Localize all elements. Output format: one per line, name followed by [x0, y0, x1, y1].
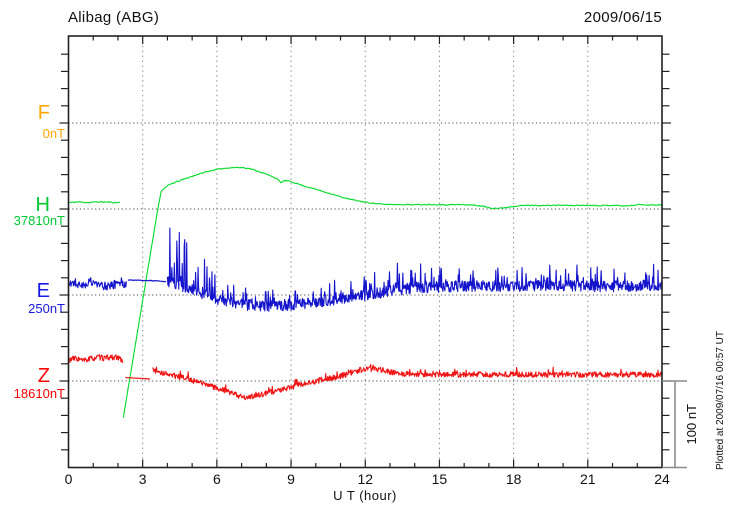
- x-tick-label: 0: [64, 471, 73, 487]
- channel-baseline-H: 37810nT: [13, 213, 65, 228]
- plot-date: 2009/06/15: [583, 9, 662, 26]
- trace-Z: [125, 376, 151, 380]
- channel-letter-Z: Z: [37, 365, 50, 387]
- x-tick-label: 21: [580, 471, 596, 487]
- x-tick-label: 9: [287, 471, 295, 487]
- scale-bar: 100 nT: [662, 380, 699, 469]
- trace-E: [166, 227, 663, 312]
- plotted-at-note: Plotted at 2009/07/16 00:57 UT: [715, 331, 726, 470]
- trace-E: [67, 277, 127, 291]
- channel-baseline-F: 0nT: [42, 126, 65, 141]
- trace-H: [122, 166, 662, 418]
- x-tick-label: 12: [357, 471, 374, 487]
- x-tick-label: 24: [654, 471, 670, 487]
- x-tick-label: 15: [431, 471, 448, 487]
- channel-baseline-E: 250nT: [28, 301, 65, 316]
- x-tick-label: 3: [138, 471, 147, 487]
- channel-letter-F: F: [37, 102, 50, 124]
- trace-Z: [67, 354, 124, 364]
- trace-E: [127, 279, 167, 283]
- station-title: Alibag (ABG): [68, 9, 160, 26]
- x-axis-title: U T (hour): [333, 488, 397, 503]
- x-tick-label: 6: [212, 471, 221, 487]
- trace-H: [68, 200, 121, 204]
- trace-Z: [152, 363, 663, 401]
- x-tick-label: 18: [505, 471, 522, 487]
- channel-letter-E: E: [36, 280, 50, 302]
- scale-bar-label: 100 nT: [684, 404, 699, 445]
- channel-letter-H: H: [35, 194, 50, 216]
- channel-baseline-Z: 18610nT: [13, 386, 65, 401]
